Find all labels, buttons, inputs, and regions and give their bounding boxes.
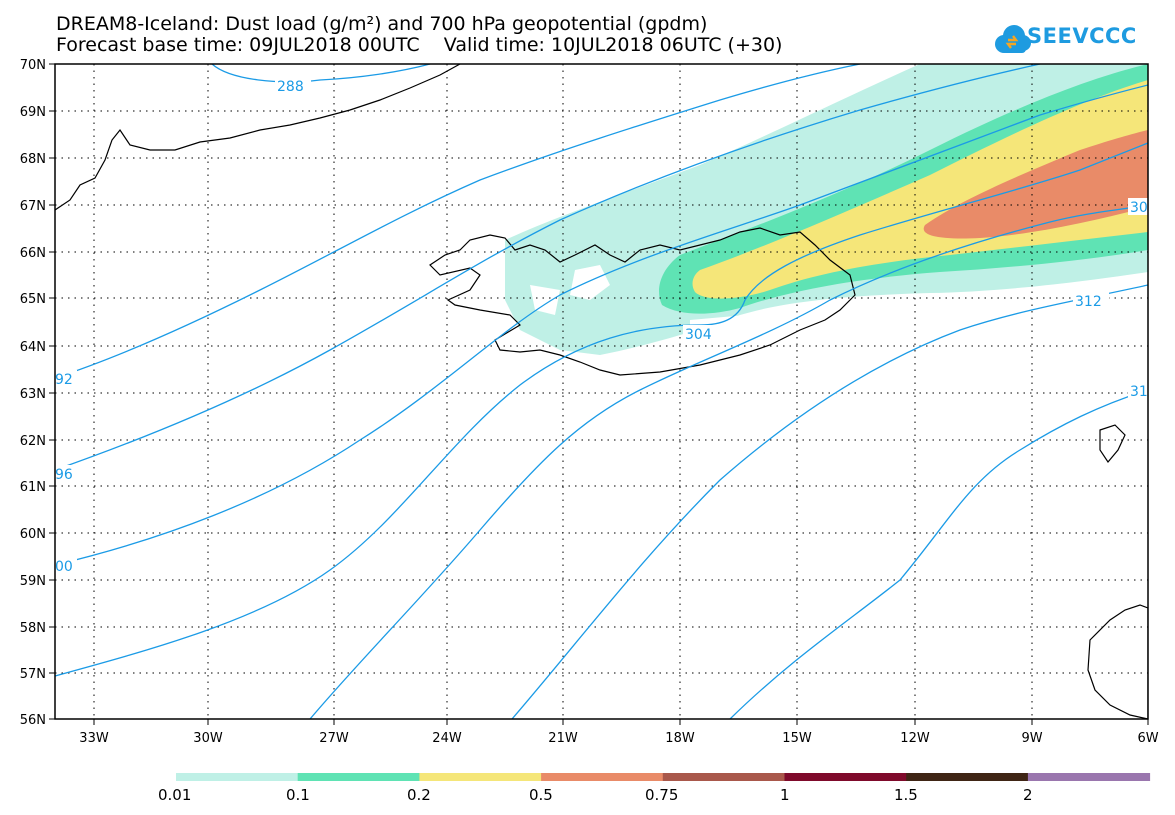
colorbar-label: 0.5 <box>529 786 553 804</box>
axis-ticks <box>49 63 1149 725</box>
lat-label: 65N <box>20 292 46 307</box>
colorbar-swatch <box>662 773 785 781</box>
colorbar-label: 0.1 <box>286 786 310 804</box>
lat-label: 60N <box>20 527 46 542</box>
lat-label: 63N <box>20 387 46 402</box>
contour-label: 31 <box>1130 384 1148 400</box>
lat-label: 57N <box>20 667 46 682</box>
white-patch <box>530 285 560 315</box>
scotland-coast <box>1087 604 1148 719</box>
contour-label: 92 <box>55 372 73 388</box>
forecast-time-subtitle: Forecast base time: 09JUL2018 00UTC Vali… <box>56 34 783 56</box>
colorbar-swatch <box>906 773 1029 781</box>
contour-label: 288 <box>277 79 304 95</box>
lat-label: 67N <box>20 199 46 214</box>
seevccc-logo <box>995 25 1031 53</box>
contour-label: 304 <box>685 327 712 343</box>
lat-label: 64N <box>20 340 46 355</box>
faroe-coast <box>1099 424 1126 464</box>
longitude-labels: 33W 30W 27W 24W 21W 18W 15W 12W 9W 6W <box>79 731 1158 746</box>
colorbar-label: 0.01 <box>158 786 192 804</box>
lon-label: 6W <box>1137 731 1158 746</box>
colorbar-swatch <box>176 773 299 781</box>
colorbar-label: 1 <box>780 786 790 804</box>
colorbar-swatch <box>541 773 664 781</box>
lat-label: 62N <box>20 434 46 449</box>
contour-288 <box>211 64 431 83</box>
lon-label: 12W <box>900 731 930 746</box>
contour-316 <box>729 389 1148 719</box>
colorbar-label: 1.5 <box>894 786 918 804</box>
lon-label: 33W <box>79 731 109 746</box>
lon-label: 9W <box>1021 731 1042 746</box>
latitude-labels: 70N 69N 68N 67N 66N 65N 64N 63N 62N 61N … <box>20 58 46 728</box>
lon-label: 24W <box>432 731 462 746</box>
lon-label: 18W <box>665 731 695 746</box>
cloud-icon <box>995 25 1031 53</box>
lon-label: 15W <box>782 731 812 746</box>
lat-label: 68N <box>20 152 46 167</box>
lat-label: 59N <box>20 574 46 589</box>
lat-label: 66N <box>20 246 46 261</box>
contour-label: 30 <box>1130 200 1148 216</box>
lon-label: 30W <box>193 731 223 746</box>
geopotential-contours <box>55 64 1148 719</box>
lon-label: 21W <box>548 731 578 746</box>
contour-label: 96 <box>55 467 73 483</box>
contour-labels: 288 304 312 30 92 96 00 31 <box>55 77 1148 575</box>
contour-308 <box>309 204 1148 719</box>
map-frame <box>54 63 1149 720</box>
colorbar-swatch <box>297 773 420 781</box>
coastlines <box>55 64 1148 719</box>
iceland-coast <box>429 227 856 376</box>
contour-312 <box>511 284 1148 719</box>
dust-level-0.2 <box>692 80 1148 299</box>
logo-text: SEEVCCC <box>1027 24 1137 48</box>
colorbar-swatch <box>419 773 542 781</box>
dust-shading <box>505 64 1148 355</box>
lon-label: 27W <box>319 731 349 746</box>
colorbar-label: 0.75 <box>645 786 679 804</box>
greenland-coast <box>55 64 461 211</box>
lat-label: 58N <box>20 621 46 636</box>
contour-296 <box>55 64 1041 471</box>
lat-label: 70N <box>20 58 46 73</box>
colorbar-swatch <box>784 773 907 781</box>
contour-292 <box>55 64 861 379</box>
plot-area: 288 304 312 30 92 96 00 31 <box>55 64 1148 719</box>
colorbar <box>176 773 1151 781</box>
lat-label: 56N <box>20 713 46 728</box>
graticule <box>55 64 1148 719</box>
contour-label: 00 <box>55 559 73 575</box>
lat-label: 61N <box>20 480 46 495</box>
lat-label: 69N <box>20 105 46 120</box>
colorbar-swatch <box>1027 773 1151 781</box>
contour-300 <box>55 84 1148 566</box>
colorbar-label: 0.2 <box>407 786 431 804</box>
contour-label: 312 <box>1075 294 1102 310</box>
colorbar-label: 2 <box>1023 786 1033 804</box>
map-title: DREAM8-Iceland: Dust load (g/m²) and 700… <box>56 13 708 35</box>
white-patch <box>570 265 610 300</box>
